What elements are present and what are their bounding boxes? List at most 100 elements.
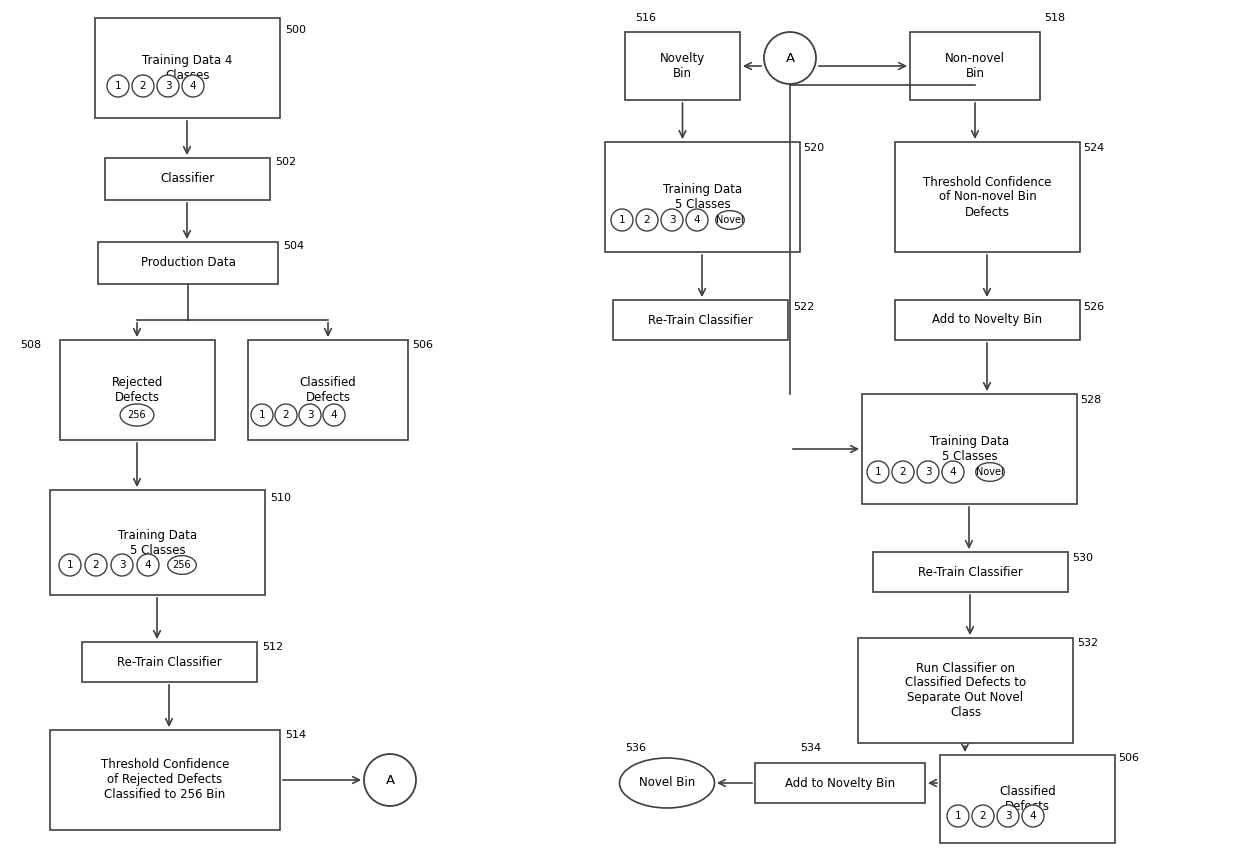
Text: 3: 3 <box>306 410 314 420</box>
Circle shape <box>947 805 968 827</box>
Text: 504: 504 <box>283 241 304 251</box>
Text: 1: 1 <box>259 410 265 420</box>
Text: 4: 4 <box>1029 811 1037 821</box>
Text: 2: 2 <box>644 215 650 225</box>
Text: Novel: Novel <box>976 467 1004 477</box>
Text: 506: 506 <box>1118 753 1140 763</box>
Text: 534: 534 <box>800 743 821 753</box>
Text: 530: 530 <box>1073 553 1092 563</box>
Text: 518: 518 <box>1044 13 1065 23</box>
Text: Production Data: Production Data <box>140 256 236 270</box>
Text: 4: 4 <box>145 560 151 570</box>
Circle shape <box>942 461 963 483</box>
FancyBboxPatch shape <box>605 142 800 252</box>
Circle shape <box>972 805 994 827</box>
FancyBboxPatch shape <box>105 158 270 200</box>
Text: 502: 502 <box>275 157 296 167</box>
Text: 1: 1 <box>874 467 882 477</box>
Circle shape <box>250 404 273 426</box>
Text: 3: 3 <box>668 215 676 225</box>
Circle shape <box>60 554 81 576</box>
Text: 1: 1 <box>619 215 625 225</box>
Circle shape <box>997 805 1019 827</box>
Text: 532: 532 <box>1078 638 1099 648</box>
Text: 516: 516 <box>635 13 656 23</box>
FancyBboxPatch shape <box>940 755 1115 843</box>
Text: 526: 526 <box>1083 302 1104 312</box>
Text: 1: 1 <box>114 81 122 91</box>
Ellipse shape <box>976 463 1004 482</box>
Text: 1: 1 <box>67 560 73 570</box>
Text: 4: 4 <box>331 410 337 420</box>
FancyBboxPatch shape <box>873 552 1068 592</box>
Text: 520: 520 <box>804 143 825 153</box>
Text: Re-Train Classifier: Re-Train Classifier <box>649 314 753 326</box>
FancyBboxPatch shape <box>613 300 787 340</box>
Text: 510: 510 <box>270 493 291 503</box>
Text: A: A <box>386 773 394 786</box>
Circle shape <box>686 209 708 231</box>
Text: Novel Bin: Novel Bin <box>639 777 696 789</box>
Circle shape <box>918 461 939 483</box>
FancyBboxPatch shape <box>755 763 925 803</box>
Text: Add to Novelty Bin: Add to Novelty Bin <box>785 777 895 789</box>
Text: 4: 4 <box>950 467 956 477</box>
Circle shape <box>182 75 205 97</box>
Circle shape <box>131 75 154 97</box>
Circle shape <box>299 404 321 426</box>
Text: Training Data
5 Classes: Training Data 5 Classes <box>663 183 742 211</box>
Text: 506: 506 <box>412 340 433 350</box>
Circle shape <box>107 75 129 97</box>
Text: 3: 3 <box>165 81 171 91</box>
Circle shape <box>112 554 133 576</box>
Circle shape <box>661 209 683 231</box>
Text: Threshold Confidence
of Rejected Defects
Classified to 256 Bin: Threshold Confidence of Rejected Defects… <box>100 758 229 801</box>
Text: 2: 2 <box>980 811 986 821</box>
Text: 4: 4 <box>693 215 701 225</box>
Text: A: A <box>785 52 795 64</box>
FancyBboxPatch shape <box>60 340 215 440</box>
Circle shape <box>611 209 632 231</box>
Text: Re-Train Classifier: Re-Train Classifier <box>117 656 222 668</box>
Ellipse shape <box>715 210 744 229</box>
Ellipse shape <box>167 555 196 574</box>
Circle shape <box>636 209 658 231</box>
FancyBboxPatch shape <box>98 242 278 284</box>
FancyBboxPatch shape <box>895 300 1080 340</box>
FancyBboxPatch shape <box>862 394 1078 504</box>
Text: 528: 528 <box>1080 395 1101 405</box>
Text: Non-novel
Bin: Non-novel Bin <box>945 52 1004 80</box>
Text: Run Classifier on
Classified Defects to
Separate Out Novel
Class: Run Classifier on Classified Defects to … <box>905 661 1025 719</box>
FancyBboxPatch shape <box>82 642 257 682</box>
Text: Training Data
5 Classes: Training Data 5 Classes <box>930 435 1009 463</box>
Text: Training Data 4
Classes: Training Data 4 Classes <box>143 54 233 82</box>
Text: Threshold Confidence
of Non-novel Bin
Defects: Threshold Confidence of Non-novel Bin De… <box>924 176 1052 219</box>
Text: 500: 500 <box>285 25 306 35</box>
Text: Novel: Novel <box>717 215 744 225</box>
Text: 3: 3 <box>925 467 931 477</box>
Circle shape <box>86 554 107 576</box>
Text: 522: 522 <box>794 302 815 312</box>
FancyBboxPatch shape <box>50 490 265 595</box>
Text: Classified
Defects: Classified Defects <box>999 785 1056 813</box>
Text: 256: 256 <box>128 410 146 420</box>
Text: Classifier: Classifier <box>160 172 215 186</box>
Text: Novelty
Bin: Novelty Bin <box>660 52 706 80</box>
Circle shape <box>322 404 345 426</box>
FancyBboxPatch shape <box>625 32 740 100</box>
Circle shape <box>867 461 889 483</box>
Ellipse shape <box>620 758 714 808</box>
Text: 524: 524 <box>1083 143 1105 153</box>
Circle shape <box>136 554 159 576</box>
FancyBboxPatch shape <box>910 32 1040 100</box>
Text: 256: 256 <box>172 560 191 570</box>
Text: 3: 3 <box>1004 811 1012 821</box>
FancyBboxPatch shape <box>95 18 280 118</box>
Circle shape <box>764 32 816 84</box>
Circle shape <box>275 404 298 426</box>
Text: Classified
Defects: Classified Defects <box>300 376 356 404</box>
FancyBboxPatch shape <box>50 730 280 830</box>
Text: 512: 512 <box>262 642 283 652</box>
Text: 1: 1 <box>955 811 961 821</box>
Circle shape <box>892 461 914 483</box>
